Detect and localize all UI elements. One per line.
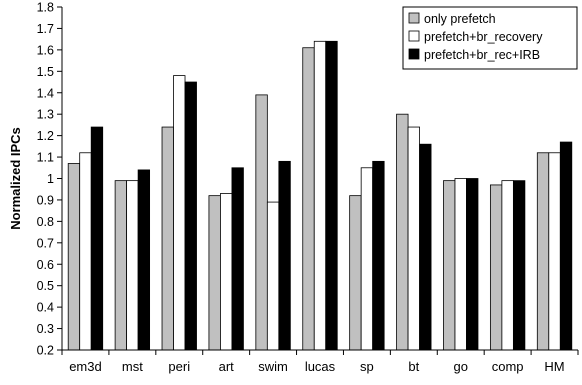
legend-swatch	[408, 12, 420, 24]
bar-sp-series-2	[360, 167, 374, 351]
x-category-label: peri	[168, 359, 190, 374]
bar-go-series-1	[443, 180, 456, 351]
bar-swim-series-1	[255, 94, 268, 351]
bar-bt-series-1	[396, 113, 409, 351]
x-category-label: sp	[360, 359, 374, 374]
y-tick-label: 1.5	[37, 65, 54, 79]
bar-em3d-series-2	[79, 152, 92, 351]
y-tick-label: 1.1	[37, 151, 54, 165]
y-tick-label: 1.2	[37, 129, 54, 143]
y-tick-label: 1.3	[37, 108, 54, 122]
bar-em3d-series-3	[90, 126, 104, 351]
bar-mst-series-1	[114, 180, 128, 351]
bar-lucas-series-1	[302, 47, 315, 351]
axes	[61, 7, 579, 355]
x-category-label: go	[453, 359, 467, 374]
bar-swim-series-3	[278, 160, 291, 351]
legend-label: prefetch+br_recovery	[424, 30, 543, 44]
legend: only prefetch prefetch+br_recoveryprefetc…	[402, 6, 578, 70]
bar-art-series-3	[231, 167, 244, 351]
legend-box	[402, 6, 578, 70]
y-tick-label: 0.2	[37, 344, 54, 358]
x-category-label: swim	[258, 359, 288, 374]
x-axis-categories: em3d mst peri art swim lucas sp bt go comp HM	[69, 359, 564, 374]
bar-peri-series-3	[184, 81, 197, 351]
x-category-label: HM	[544, 359, 564, 374]
bar-HM-series-2	[548, 152, 561, 351]
legend-swatch	[408, 30, 420, 42]
x-category-label: mst	[122, 359, 143, 374]
x-category-label: bt	[408, 359, 419, 374]
x-category-label: lucas	[305, 359, 336, 374]
y-tick-label: 1.4	[37, 86, 54, 100]
y-tick-label: 1.8	[37, 1, 54, 15]
bar-comp-series-3	[512, 180, 526, 351]
y-tick-label: 1.6	[37, 43, 54, 57]
y-axis-ticks: 0.2 0.3 0.4 0.5 0.6 0.7 0.8 0.9 1 1.1 1.2 1.3 1.4 1.5…	[37, 1, 62, 358]
y-axis-title-group: Normalized IPCs	[8, 127, 23, 230]
x-category-label: art	[219, 359, 235, 374]
bar-sp-series-3	[372, 160, 385, 351]
legend-label: prefetch+br_rec+IRB	[424, 48, 540, 62]
legend-label: only prefetch	[424, 12, 496, 26]
bar-sp-series-1	[349, 195, 362, 351]
y-tick-label: 0.4	[37, 301, 54, 315]
bar-swim-series-2	[266, 201, 280, 351]
x-category-label: em3d	[69, 359, 102, 374]
bar-HM-series-1	[536, 152, 550, 351]
bars	[67, 40, 573, 351]
bar-art-series-1	[208, 195, 221, 351]
y-tick-label: 0.9	[37, 193, 54, 207]
x-category-label: comp	[492, 359, 524, 374]
bar-em3d-series-1	[67, 163, 81, 351]
y-tick-label: 0.3	[37, 322, 54, 336]
bar-art-series-2	[220, 193, 233, 351]
bar-go-series-3	[466, 178, 479, 351]
bar-comp-series-1	[489, 184, 503, 351]
bar-lucas-series-2	[313, 40, 327, 351]
legend-swatch	[408, 48, 420, 60]
bar-peri-series-2	[173, 75, 186, 351]
bar-bt-series-2	[407, 126, 420, 351]
y-tick-label: 0.8	[37, 215, 54, 229]
bar-go-series-2	[454, 178, 467, 351]
y-tick-label: 0.6	[37, 258, 54, 272]
bar-HM-series-3	[559, 141, 573, 351]
y-tick-label: 1.7	[37, 22, 54, 36]
bar-comp-series-2	[501, 180, 514, 351]
bar-bt-series-3	[419, 143, 432, 351]
bar-mst-series-3	[137, 169, 151, 351]
y-tick-label: 0.5	[37, 279, 54, 293]
bar-mst-series-2	[126, 180, 139, 351]
y-axis-label: Normalized IPCs	[8, 127, 23, 230]
bar-lucas-series-3	[325, 40, 338, 351]
bar-peri-series-1	[161, 126, 174, 351]
y-tick-label: 1	[47, 172, 54, 186]
y-tick-label: 0.7	[37, 236, 54, 250]
